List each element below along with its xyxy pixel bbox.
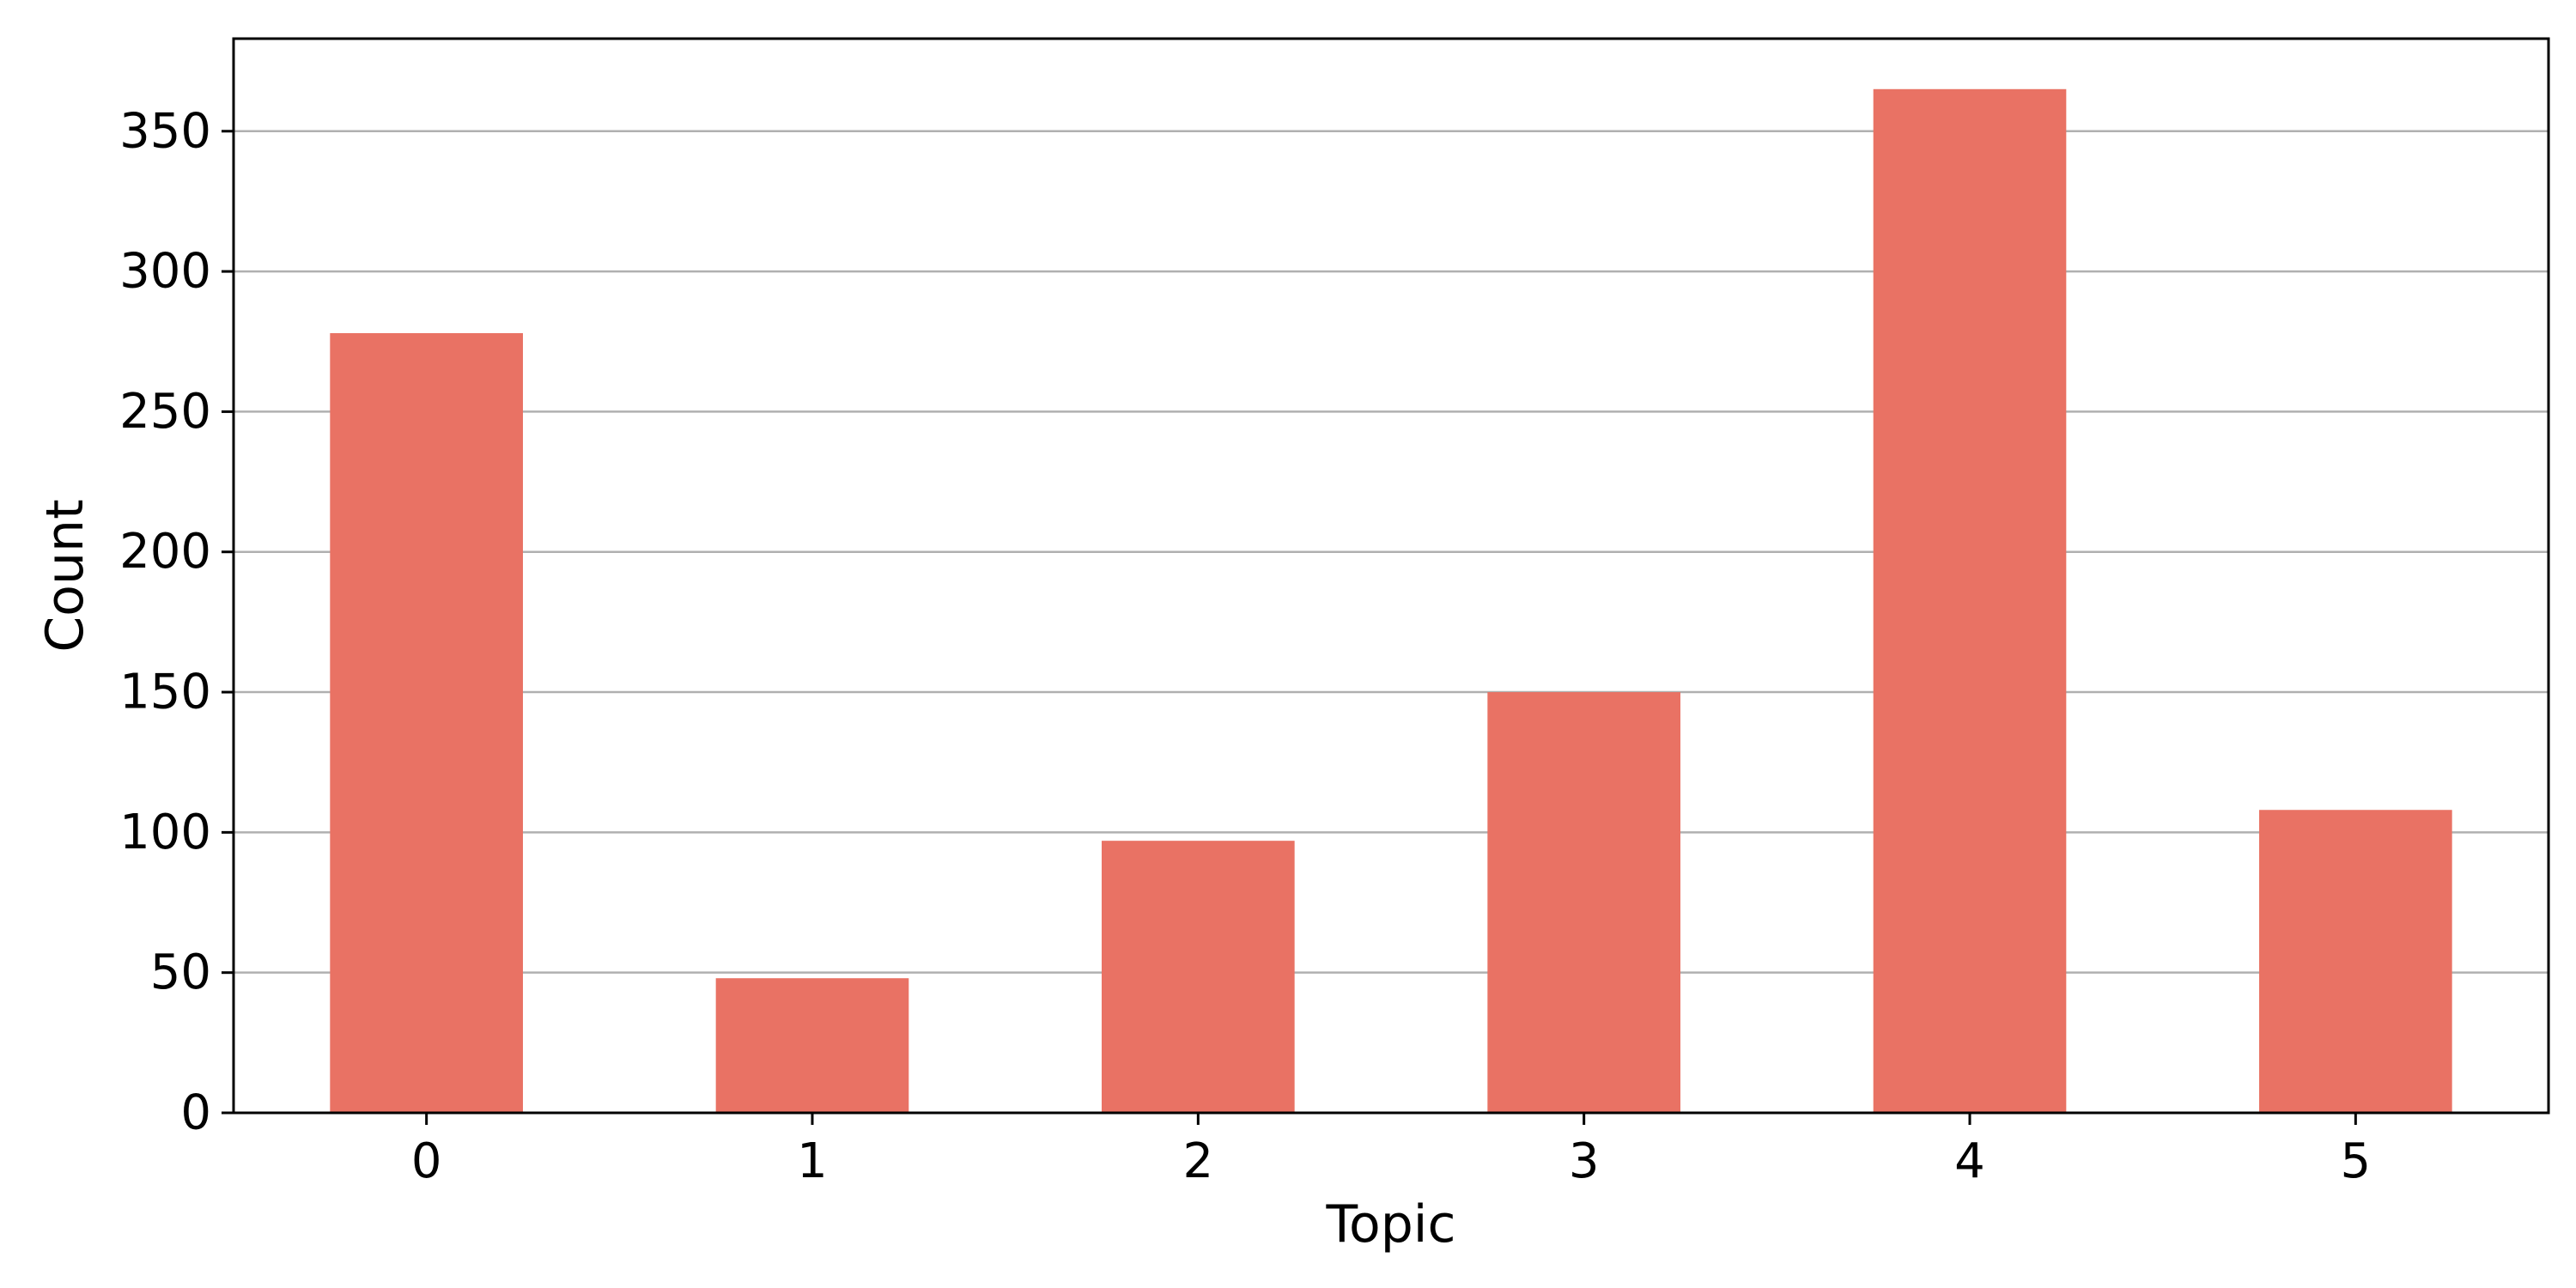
bar-topic-2: [1102, 841, 1295, 1113]
bar-topic-3: [1487, 692, 1680, 1113]
x-tick-label: 2: [1183, 1133, 1214, 1189]
x-tick-label: 3: [1569, 1133, 1600, 1189]
y-tick-label: 0: [180, 1085, 211, 1141]
y-axis-label: Count: [35, 499, 95, 652]
x-axis-label: Topic: [1326, 1194, 1456, 1255]
y-tick-label: 150: [119, 665, 211, 720]
x-tick-label: 5: [2341, 1133, 2372, 1189]
bars: [330, 88, 2452, 1114]
bar-topic-5: [2259, 810, 2452, 1113]
y-axis-ticks: 0 50 100 150 200 250 300 350: [119, 103, 234, 1141]
y-tick-label: 50: [150, 945, 211, 1000]
bar-topic-0: [330, 332, 523, 1113]
bar-topic-4: [1873, 88, 2067, 1114]
y-tick-label: 300: [119, 244, 211, 300]
y-tick-label: 100: [119, 805, 211, 860]
x-tick-label: 1: [797, 1133, 828, 1189]
y-tick-label: 250: [119, 384, 211, 440]
gridlines: [234, 130, 2549, 974]
plot-frame: [232, 37, 2550, 1115]
bar-topic-1: [715, 978, 909, 1113]
x-tick-label: 0: [411, 1133, 442, 1189]
y-tick-label: 350: [119, 103, 211, 159]
y-tick-label: 200: [119, 524, 211, 580]
x-axis-ticks: 0 1 2 3 4 5: [411, 1113, 2371, 1189]
x-tick-label: 4: [1954, 1133, 1985, 1189]
